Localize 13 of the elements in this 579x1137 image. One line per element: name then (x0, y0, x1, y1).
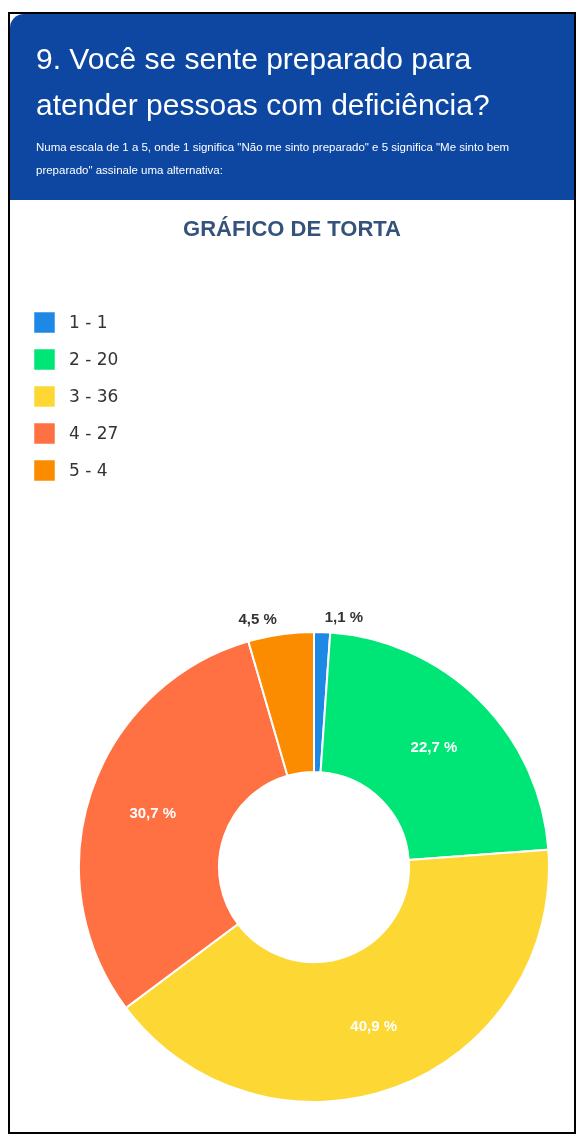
data-label: 1,1 % (324, 608, 364, 626)
legend-label: 5 - 4 (69, 459, 108, 480)
legend-label: 1 - 1 (69, 311, 108, 332)
text: GRÁFICO DE TORTA (182, 216, 402, 242)
chart-subtitle: Numa escala de 1 a 5, onde 1 significa "Não me sinto preparado" e 5 significa "Me sinto bem preparado" assinale uma alternativa: (36, 140, 511, 178)
legend-label: 2 - 20 (69, 348, 119, 369)
data-label: 30,7 % (129, 804, 177, 822)
data-label: 22,7 % (410, 737, 458, 755)
data-label: 4,5 % (238, 610, 277, 628)
legend-label: 3 - 36 (69, 385, 119, 406)
chart-title: 9. Você se sente preparado para atender pessoas com deficiência? (36, 41, 491, 123)
legend-label: 4 - 27 (69, 422, 119, 443)
data-label: 40,9 % (350, 1017, 397, 1035)
